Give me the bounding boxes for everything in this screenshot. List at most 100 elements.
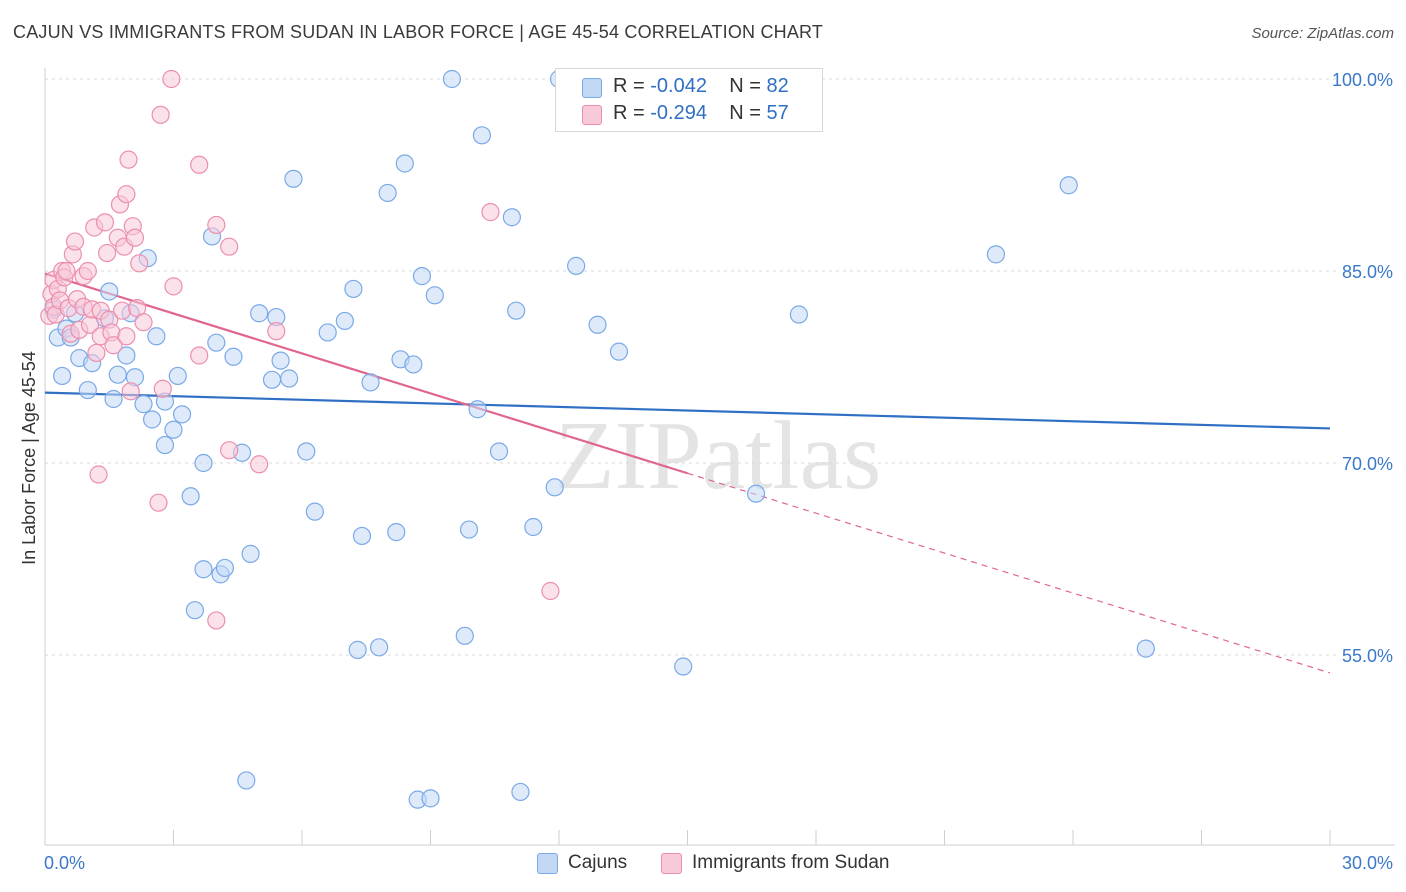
r-value-sudan: -0.294 — [650, 102, 707, 124]
point-sudan — [119, 150, 138, 169]
trend-line-cajuns — [44, 391, 1331, 430]
point-cajuns — [164, 420, 183, 439]
point-cajuns — [262, 370, 282, 389]
point-sudan — [125, 228, 145, 247]
y-axis-title: In Labor Force | Age 45-54 — [19, 351, 39, 565]
point-cajuns — [545, 478, 564, 497]
point-cajuns — [344, 279, 363, 299]
point-cajuns — [181, 487, 200, 506]
point-sudan — [65, 232, 85, 251]
point-cajuns — [100, 282, 119, 301]
n-label: N = — [729, 102, 761, 124]
grid-lines — [45, 78, 1338, 656]
point-sudan — [250, 455, 269, 474]
axes — [44, 68, 1395, 846]
point-sudan — [149, 493, 168, 512]
point-cajuns — [511, 782, 530, 802]
point-cajuns — [134, 395, 153, 414]
point-sudan — [134, 313, 153, 332]
point-sudan — [98, 243, 117, 263]
point-sudan — [220, 441, 239, 460]
point-cajuns — [404, 355, 423, 374]
bottom-legend-swatch-sudan — [661, 853, 682, 874]
point-cajuns — [588, 315, 607, 334]
point-cajuns — [142, 410, 162, 429]
point-cajuns — [185, 601, 205, 620]
point-cajuns — [395, 154, 414, 173]
point-cajuns — [472, 126, 491, 145]
point-cajuns — [78, 380, 97, 400]
point-cajuns — [352, 526, 372, 546]
point-cajuns — [104, 389, 123, 409]
point-cajuns — [224, 347, 243, 366]
y-tick-label: 70.0% — [1342, 454, 1393, 474]
point-cajuns — [524, 517, 543, 537]
point-cajuns — [455, 626, 474, 645]
point-cajuns — [194, 560, 213, 579]
point-cajuns — [442, 69, 462, 89]
r-label: R = — [613, 102, 645, 124]
point-cajuns — [155, 435, 175, 455]
point-cajuns — [489, 442, 509, 461]
point-cajuns — [425, 286, 444, 305]
r-label: R = — [613, 75, 645, 97]
point-cajuns — [468, 400, 487, 419]
point-cajuns — [361, 373, 380, 392]
point-cajuns — [674, 657, 693, 676]
point-cajuns — [421, 789, 440, 808]
watermark: ZIPatlas — [555, 402, 882, 510]
point-cajuns — [387, 523, 406, 542]
n-label: N = — [729, 75, 761, 97]
point-sudan — [121, 382, 140, 401]
point-cajuns — [108, 365, 127, 384]
point-sudan — [117, 185, 136, 204]
chart-title: CAJUN VS IMMIGRANTS FROM SUDAN IN LABOR … — [13, 22, 824, 42]
source-label: Source: ZipAtlas.com — [1251, 25, 1394, 42]
point-cajuns — [459, 520, 479, 539]
point-sudan — [267, 322, 286, 341]
point-cajuns — [284, 169, 303, 188]
point-sudan — [162, 69, 181, 89]
data-points — [40, 69, 1155, 809]
point-cajuns — [297, 442, 316, 461]
point-sudan — [57, 261, 76, 281]
point-cajuns — [335, 311, 354, 331]
x-tick-label-min: 0.0% — [44, 853, 85, 873]
point-sudan — [220, 237, 239, 256]
point-sudan — [117, 327, 136, 346]
point-sudan — [104, 336, 123, 355]
point-cajuns — [241, 544, 260, 563]
point-cajuns — [609, 342, 629, 361]
point-cajuns — [194, 453, 213, 473]
point-sudan — [151, 105, 170, 124]
point-cajuns — [280, 369, 299, 388]
y-tick-label: 55.0% — [1342, 646, 1393, 666]
point-cajuns — [507, 301, 526, 320]
bottom-legend-label-sudan: Immigrants from Sudan — [692, 852, 890, 873]
point-cajuns — [305, 502, 324, 521]
point-cajuns — [1059, 176, 1078, 195]
point-cajuns — [746, 484, 766, 503]
point-sudan — [481, 203, 500, 222]
axis-labels: 55.0% 70.0% 85.0% 100.0% 0.0% 30.0% In Labor F… — [19, 70, 1393, 873]
point-sudan — [87, 343, 106, 363]
point-cajuns — [237, 771, 256, 790]
point-sudan — [89, 465, 108, 484]
point-cajuns — [215, 558, 234, 578]
point-sudan — [164, 277, 183, 296]
point-sudan — [207, 215, 226, 235]
trend-line-sudan — [44, 272, 688, 475]
point-sudan — [190, 155, 209, 174]
point-cajuns — [378, 183, 397, 203]
r-value-cajuns: -0.042 — [650, 75, 707, 97]
point-sudan — [190, 346, 209, 365]
point-cajuns — [567, 256, 586, 275]
point-sudan — [95, 213, 115, 232]
stats-legend: R = -0.042 N = 82 R = -0.294 N = 57 — [555, 68, 823, 132]
point-cajuns — [172, 405, 192, 424]
point-sudan — [207, 611, 226, 630]
point-cajuns — [207, 333, 226, 352]
legend-text-cajuns: R = -0.042 N = 82 — [613, 75, 789, 98]
point-cajuns — [250, 304, 269, 323]
